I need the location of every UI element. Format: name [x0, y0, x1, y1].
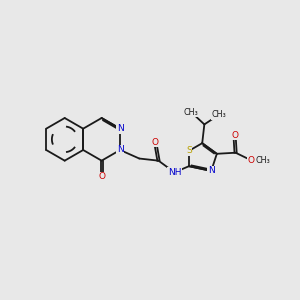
Text: CH₃: CH₃: [255, 156, 270, 165]
Text: O: O: [98, 172, 105, 181]
Text: CH₃: CH₃: [212, 110, 226, 119]
Text: O: O: [152, 138, 159, 147]
Text: N: N: [208, 167, 214, 176]
Text: CH₃: CH₃: [184, 107, 199, 116]
Text: N: N: [117, 124, 124, 133]
Text: NH: NH: [168, 168, 181, 177]
Text: O: O: [231, 131, 238, 140]
Text: S: S: [186, 146, 192, 155]
Text: N: N: [117, 146, 124, 154]
Text: O: O: [248, 156, 254, 165]
